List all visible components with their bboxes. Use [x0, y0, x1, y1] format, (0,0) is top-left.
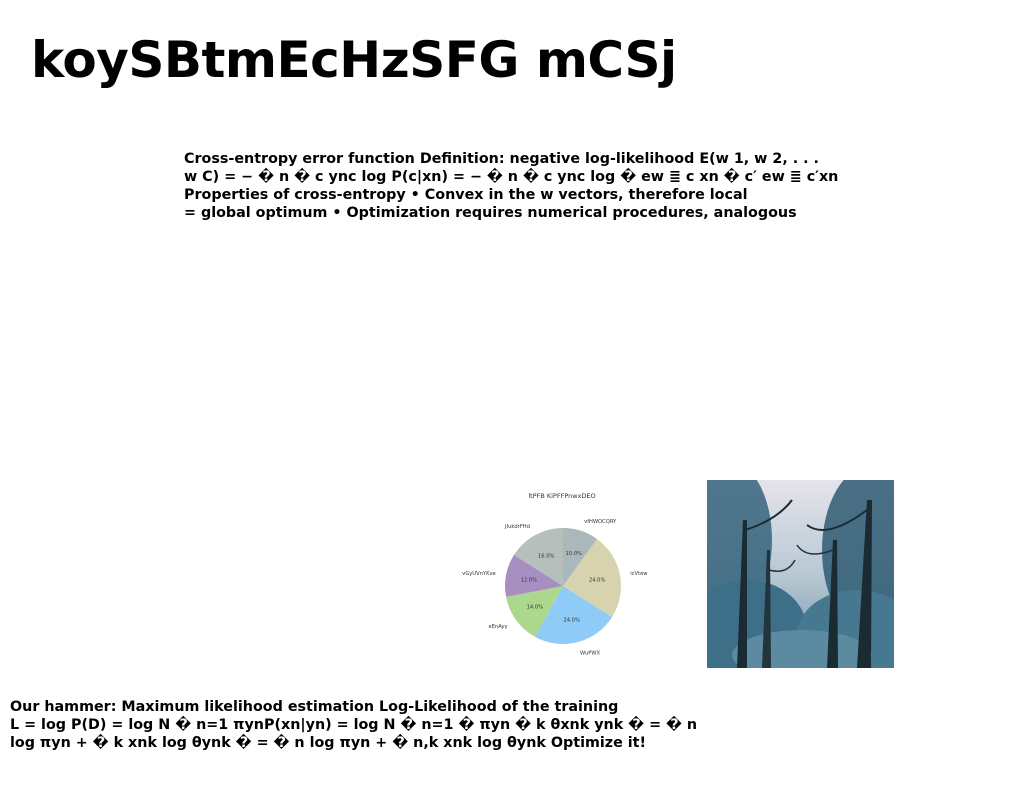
text-line: Properties of cross-entropy • Convex in …: [184, 187, 748, 203]
pie-category-label: eEnAyy: [489, 624, 508, 630]
pie-slice-icVtew: [563, 539, 621, 618]
forest-photo: [707, 480, 894, 668]
pie-percent-label: 24.0%: [589, 577, 606, 583]
pie-slice-vfHWOCQRY: [563, 528, 598, 586]
text-line: = global optimum • Optimization requires…: [184, 205, 797, 221]
text-block-cross-entropy: Cross-entropy error function Definition:…: [184, 150, 838, 222]
pie-percent-label: 14.0%: [527, 604, 544, 610]
pie-slice-eEnAyy: [506, 586, 563, 637]
text-line: w C) = − � n � c ync log P(c|xn) = − � n…: [184, 169, 839, 185]
page-title: koySBtmEcHzSFG mCSj: [31, 31, 677, 89]
text-line: log πyn + � k xnk log θynk � = � n log π…: [10, 735, 647, 751]
text-line: Our hammer: Maximum likelihood estimatio…: [10, 699, 619, 715]
pie-labels: 10.0% vfHWOCQRY 24.0% icVtew 24.0% WuPWX 14.0%…: [462, 519, 648, 656]
pie-slice-WuPWX: [535, 586, 612, 644]
pie-percent-label: 10.0%: [566, 551, 583, 557]
pie-category-label: WuPWX: [580, 650, 600, 656]
forest-photo-icon: [707, 480, 894, 668]
pie-slice-JIukdrFHd: [514, 528, 563, 586]
pie-percent-label: 12.0%: [521, 577, 538, 583]
chart-title: ltPFB KiPFFPnwxDEO: [528, 492, 595, 500]
pie-category-label: vGyUVnYKve: [462, 571, 496, 577]
pie-category-label: icVtew: [630, 571, 648, 577]
pie-slices: [505, 528, 621, 644]
pie-category-label: vfHWOCQRY: [584, 519, 617, 525]
pie-percent-label: 24.0%: [563, 618, 580, 624]
text-line: L = log P(D) = log N � n=1 πynP(xn|yn) =…: [10, 717, 698, 733]
pie-percent-label: 16.0%: [538, 554, 555, 560]
text-line: Cross-entropy error function Definition:…: [184, 151, 819, 167]
pie-slice-vGyUVnYKve: [505, 554, 563, 597]
pie-chart: ltPFB KiPFFPnwxDEO 10.0% vfHWOCQRY 24.0% ic…: [462, 484, 652, 676]
pie-category-label: JIukdrFHd: [504, 524, 530, 530]
text-block-likelihood: Our hammer: Maximum likelihood estimatio…: [10, 698, 697, 752]
pie-chart-svg: ltPFB KiPFFPnwxDEO 10.0% vfHWOCQRY 24.0% ic…: [462, 492, 648, 656]
